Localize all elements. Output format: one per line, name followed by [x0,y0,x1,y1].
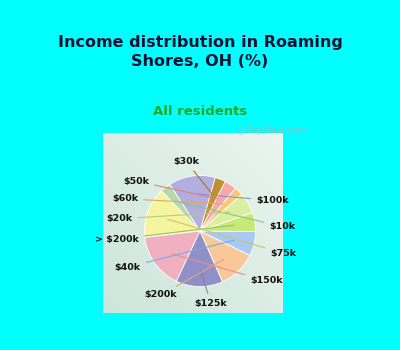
Wedge shape [162,184,200,231]
Wedge shape [200,188,242,231]
Wedge shape [145,231,200,281]
Text: $150k: $150k [172,254,283,286]
Text: $200k: $200k [145,259,224,299]
Text: $100k: $100k [197,194,288,205]
Text: > $200k: > $200k [95,225,234,244]
Text: $125k: $125k [195,271,228,308]
Wedge shape [200,194,252,231]
Wedge shape [200,181,236,231]
Text: $30k: $30k [173,157,212,194]
Text: $50k: $50k [123,176,218,199]
Wedge shape [176,231,222,287]
Text: $60k: $60k [112,194,224,204]
Wedge shape [200,231,256,255]
Text: Income distribution in Roaming
Shores, OH (%): Income distribution in Roaming Shores, O… [58,35,342,69]
Text: $10k: $10k [179,202,295,231]
Text: $75k: $75k [167,219,296,258]
Wedge shape [200,231,250,282]
Text: $40k: $40k [115,240,234,272]
Wedge shape [200,212,256,232]
Wedge shape [200,177,225,231]
Text: All residents: All residents [153,105,247,118]
Wedge shape [170,175,215,231]
Wedge shape [144,191,200,238]
Text: $20k: $20k [106,212,230,223]
Text: ⓘ City-Data.com: ⓘ City-Data.com [238,126,305,135]
